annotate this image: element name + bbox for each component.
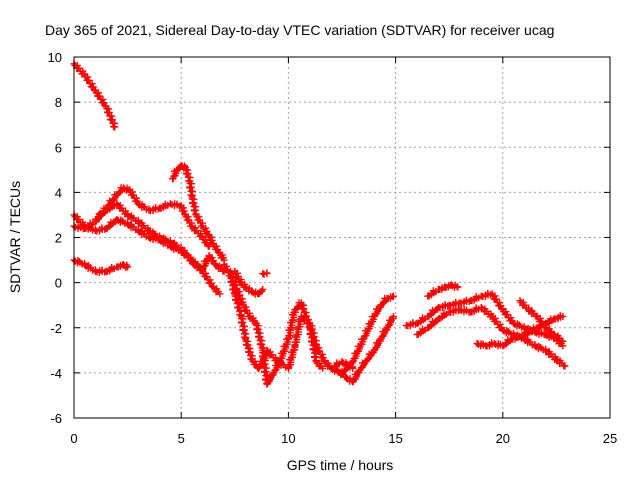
x-axis-label: GPS time / hours [287,457,394,473]
series-track-a [70,60,119,131]
plot-border [73,56,611,419]
x-tick-label: 0 [70,431,77,446]
data-marks [91,200,228,275]
y-tick-label: 10 [48,50,62,65]
data-marks [70,256,132,277]
series-track-o [424,281,462,300]
y-tick-label: -2 [50,321,62,336]
data-marks [70,60,119,131]
series-track-e [91,200,228,275]
y-tick-label: 0 [55,276,62,291]
y-tick-label: 4 [55,185,62,200]
data-marks [334,312,397,386]
series-track-g [220,261,357,372]
series-track-l [334,312,397,386]
y-tick-label: -6 [50,411,62,426]
data-marks [516,297,567,345]
axes [73,56,611,419]
data-marks [259,269,271,278]
y-tick-label: -4 [50,366,62,381]
series-track-j [259,269,271,278]
data-marks [169,161,228,264]
series-track-h [227,267,327,388]
series-track-b [70,256,132,277]
series-track-f [169,161,228,264]
data-marks [220,261,357,372]
data-marks [227,267,327,388]
x-tick-label: 20 [496,431,510,446]
x-tick-label: 15 [388,431,402,446]
x-tick-label: 25 [603,431,617,446]
y-axis-label: SDTVAR / TECUs [7,181,23,293]
data-points [70,60,569,388]
x-tick-label: 10 [281,431,295,446]
y-tick-label: 6 [55,140,62,155]
x-tick-label: 5 [178,431,185,446]
series-track-q [516,297,567,345]
y-tick-label: 8 [55,95,62,110]
y-tick-label: 2 [55,231,62,246]
series-track-i [231,267,267,298]
chart-title: Day 365 of 2021, Sidereal Day-to-day VTE… [45,22,554,38]
data-marks [231,267,267,298]
data-marks [424,281,462,300]
tick-labels: 0 5 10 15 20 25 -6 -4 -2 0 2 4 6 8 10 [48,50,618,446]
